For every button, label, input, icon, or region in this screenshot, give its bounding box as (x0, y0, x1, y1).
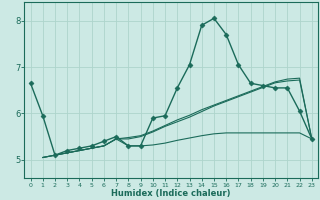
X-axis label: Humidex (Indice chaleur): Humidex (Indice chaleur) (111, 189, 231, 198)
